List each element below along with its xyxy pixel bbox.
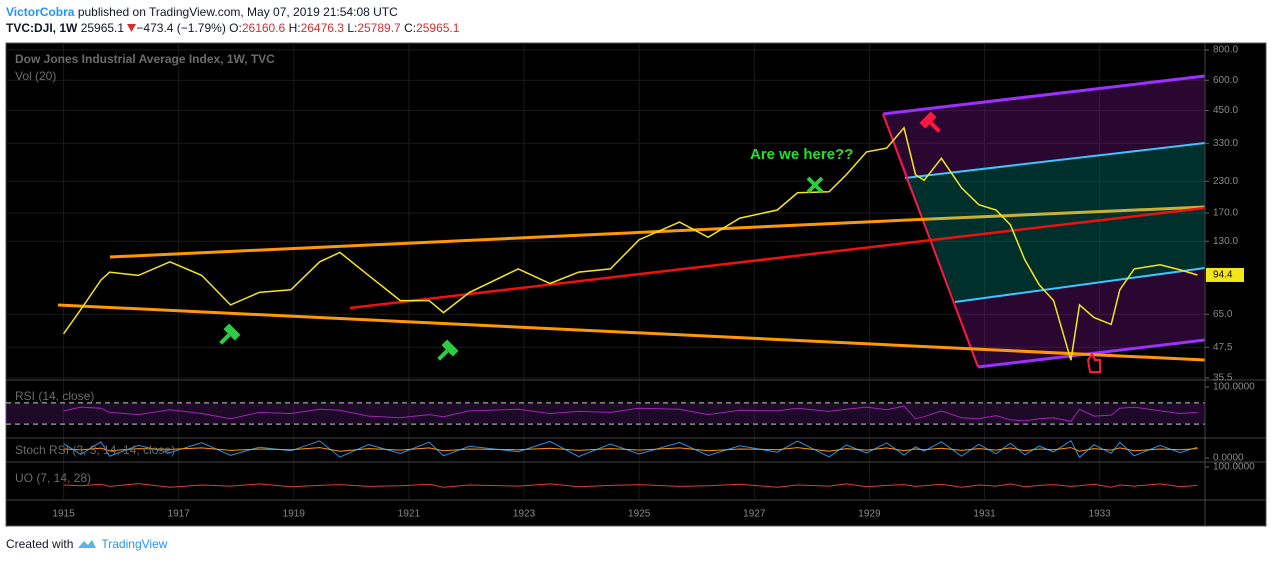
header: VictorCobra published on TradingView.com… — [6, 4, 459, 36]
low: 25789.7 — [357, 21, 401, 35]
x-tick-label: 1921 — [398, 509, 421, 520]
x-tick-label: 1915 — [52, 509, 75, 520]
y-tick-label: 800.0 — [1213, 45, 1238, 56]
l-label: L: — [347, 21, 358, 35]
c-label: C: — [404, 21, 417, 35]
open: 26160.6 — [241, 21, 286, 35]
last-price-tag — [1206, 267, 1244, 282]
support-trend-line — [349, 206, 1206, 310]
drawings — [57, 74, 1206, 369]
pitchfork-upper-fill — [883, 76, 1205, 178]
x-tick-label: 1931 — [973, 509, 996, 520]
pitchfork-middle-fill — [905, 143, 1205, 302]
y-tick-label: 35.5 — [1213, 373, 1233, 384]
indicator-line — [63, 483, 1198, 488]
chart-title: Dow Jones Industrial Average Index, 1W, … — [15, 52, 275, 66]
pitchfork-upper — [882, 74, 1206, 116]
y-tick-label: 450.0 — [1213, 105, 1238, 116]
y-tick-label: 100.0000 — [1213, 382, 1255, 393]
pitchfork-inner-upper — [904, 142, 1206, 179]
last-price-label: 94.4 — [1213, 270, 1233, 281]
pitchfork-lower — [977, 338, 1206, 369]
o-label: O: — [229, 21, 242, 35]
x-tick-label: 1929 — [858, 509, 881, 520]
gavel-icon — [219, 323, 241, 345]
publish-line: VictorCobra published on TradingView.com… — [6, 4, 459, 20]
upper-trend-line-end — [929, 205, 1206, 221]
high: 26476.3 — [300, 21, 344, 35]
annotation: Are we here?? — [750, 146, 853, 163]
logo — [78, 540, 97, 548]
pitchfork-lower-fill — [955, 268, 1205, 367]
plot — [6, 126, 1205, 488]
gavel-icon-red — [919, 111, 941, 133]
published: published on TradingView.com, May 07, 20… — [77, 5, 398, 19]
y-tick-label: 600.0 — [1213, 75, 1238, 86]
indicator-line — [63, 447, 1198, 452]
lower-trend-line — [57, 303, 1206, 362]
gavel-icon — [437, 339, 459, 361]
pane-separators — [6, 43, 1266, 526]
footer: Created with TradingView — [6, 537, 167, 551]
pitchfork-inner-lower — [954, 267, 1206, 303]
chart-background — [5, 42, 1267, 527]
quote-line: TVC:DJI, 1W 25965.1 −473.4 (−1.79%) O:26… — [6, 20, 459, 36]
pitchfork-handle — [882, 113, 979, 368]
y-tick-label: 0.0000 — [1213, 453, 1244, 464]
y-tick-label: 170.0 — [1213, 208, 1238, 219]
author[interactable]: VictorCobra — [6, 5, 75, 19]
footer-brand[interactable]: TradingView — [101, 537, 168, 551]
icons — [219, 111, 1101, 373]
last: 25965.1 — [80, 21, 125, 35]
level-band — [6, 402, 1205, 425]
pane-title: Stoch RSI (3, 3, 14, 14, close) — [15, 443, 175, 457]
upper-trend-line — [109, 217, 931, 259]
y-tick-label: 130.0 — [1213, 236, 1238, 247]
y-tick-label: 100.0000 — [1213, 462, 1255, 473]
pane-title: RSI (14, close) — [15, 389, 94, 403]
indicator-line — [63, 439, 1198, 459]
price-line — [62, 126, 1198, 361]
y-tick-label: 47.5 — [1213, 342, 1233, 353]
x-tick-label: 1919 — [283, 509, 306, 520]
x-tick-label: 1933 — [1089, 509, 1112, 520]
y-tick-label: 330.0 — [1213, 138, 1238, 149]
indicator-line — [63, 405, 1198, 422]
down-arrow — [127, 24, 137, 32]
h-label: H: — [288, 21, 301, 35]
change: −473.4 (−1.79%) — [136, 21, 226, 35]
chart-subtitle: Vol (20) — [15, 69, 56, 83]
x-tick-label: 1925 — [628, 509, 651, 520]
y-tick-label: 230.0 — [1213, 176, 1238, 187]
x-tick-label: 1927 — [743, 509, 766, 520]
close: 25965.1 — [416, 21, 460, 35]
symbol: TVC:DJI, 1W — [6, 21, 78, 35]
footer-text: Created with — [6, 537, 74, 551]
hand-icon — [1086, 352, 1101, 373]
y-tick-label: 65.0 — [1213, 309, 1233, 320]
x-tick-label: 1917 — [168, 509, 191, 520]
pane-title: UO (7, 14, 28) — [15, 471, 91, 485]
x-tick-label: 1923 — [513, 509, 536, 520]
cross-icon — [806, 176, 824, 194]
grid — [6, 43, 1205, 500]
